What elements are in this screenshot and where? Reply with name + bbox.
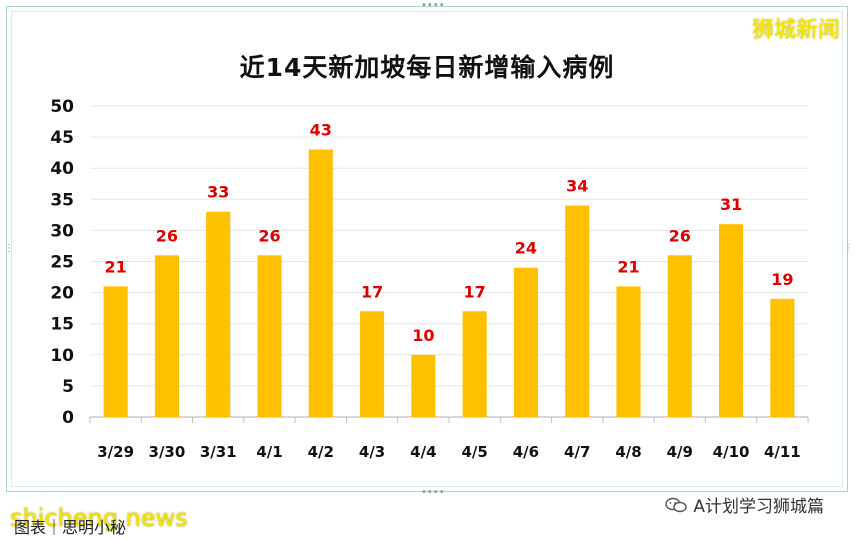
x-tick-label: 4/3 — [359, 443, 385, 461]
y-tick-label: 40 — [50, 159, 74, 179]
chart-frame — [6, 6, 848, 492]
x-tick-label: 4/5 — [461, 443, 487, 461]
brand-logo: 狮城新闻 — [751, 18, 840, 43]
bar — [616, 286, 641, 417]
y-tick-label: 15 — [50, 315, 74, 335]
data-label: 21 — [105, 257, 127, 276]
x-tick-label: 4/11 — [764, 443, 801, 461]
x-tick-label: 4/7 — [564, 443, 590, 461]
data-label: 34 — [566, 177, 588, 196]
x-tick-label: 4/8 — [615, 443, 641, 461]
x-tick-label: 3/31 — [200, 443, 237, 461]
data-label: 17 — [361, 282, 383, 301]
y-tick-label: 25 — [50, 253, 74, 273]
x-tick-label: 4/4 — [410, 443, 436, 461]
wechat-icon — [665, 497, 688, 512]
bar — [103, 286, 128, 417]
y-tick-label: 10 — [50, 346, 74, 366]
data-label: 33 — [207, 183, 229, 202]
bar-chart: 21 26 33 26 43 17 10 17 24 34 21 26 31 19 0 5 10 15 20 25 3… — [50, 97, 809, 461]
site-watermark: shicheng.news — [10, 504, 188, 532]
y-tick-label: 5 — [62, 377, 74, 397]
top-resize-handle[interactable]: •••• — [421, 0, 445, 11]
bar — [360, 311, 385, 417]
chart-frame-inner — [11, 11, 843, 487]
x-tick-label: 4/9 — [667, 443, 693, 461]
bar — [154, 255, 179, 417]
data-label: 26 — [258, 226, 280, 245]
y-tick-label: 35 — [50, 190, 74, 210]
data-label: 21 — [617, 257, 639, 276]
data-label: 10 — [412, 326, 434, 345]
bottom-resize-handle[interactable]: •••• — [421, 487, 445, 498]
wechat-account: A计划学习狮城篇 — [665, 492, 824, 517]
data-label: 19 — [771, 270, 793, 289]
data-label: 26 — [156, 226, 178, 245]
x-tick-label: 3/30 — [149, 443, 186, 461]
x-tick-label: 4/10 — [713, 443, 750, 461]
chart-title: 近14天新加坡每日新增输入病例 — [239, 53, 615, 82]
data-label: 31 — [720, 195, 742, 214]
y-tick-label: 45 — [50, 128, 74, 148]
bar — [308, 149, 333, 418]
bar — [513, 267, 538, 417]
data-label: 43 — [310, 121, 332, 140]
bar — [257, 255, 282, 417]
bar — [462, 311, 487, 417]
x-tick-label: 3/29 — [97, 443, 134, 461]
x-tick-label: 4/2 — [308, 443, 334, 461]
left-resize-handle[interactable]: ⋮ — [4, 243, 14, 254]
bar — [206, 211, 231, 417]
data-label: 17 — [464, 282, 486, 301]
source-caption: 图表｜思明小秘 — [14, 518, 127, 537]
bar — [565, 205, 590, 417]
bar — [667, 255, 692, 417]
bars — [103, 149, 795, 418]
axes — [89, 416, 809, 423]
y-tick-label: 30 — [50, 221, 74, 241]
y-tick-label: 0 — [62, 408, 74, 428]
tick-labels: 0 5 10 15 20 25 30 35 40 45 50 3/29 3/30 3/31 4/1 4/2 4/… — [50, 97, 800, 461]
x-tick-label: 4/1 — [256, 443, 282, 461]
bar — [770, 298, 795, 417]
right-resize-handle[interactable]: ⋮ — [843, 243, 853, 254]
data-label: 24 — [515, 239, 537, 258]
x-tick-label: 4/6 — [513, 443, 539, 461]
bar — [411, 354, 436, 417]
gridlines — [90, 105, 808, 387]
data-labels: 21 26 33 26 43 17 10 17 24 34 21 26 31 19 — [105, 121, 794, 345]
wechat-account-name: A计划学习狮城篇 — [693, 497, 824, 517]
bar — [719, 224, 744, 417]
y-tick-label: 50 — [50, 97, 74, 117]
data-label: 26 — [669, 226, 691, 245]
y-tick-label: 20 — [50, 284, 74, 304]
